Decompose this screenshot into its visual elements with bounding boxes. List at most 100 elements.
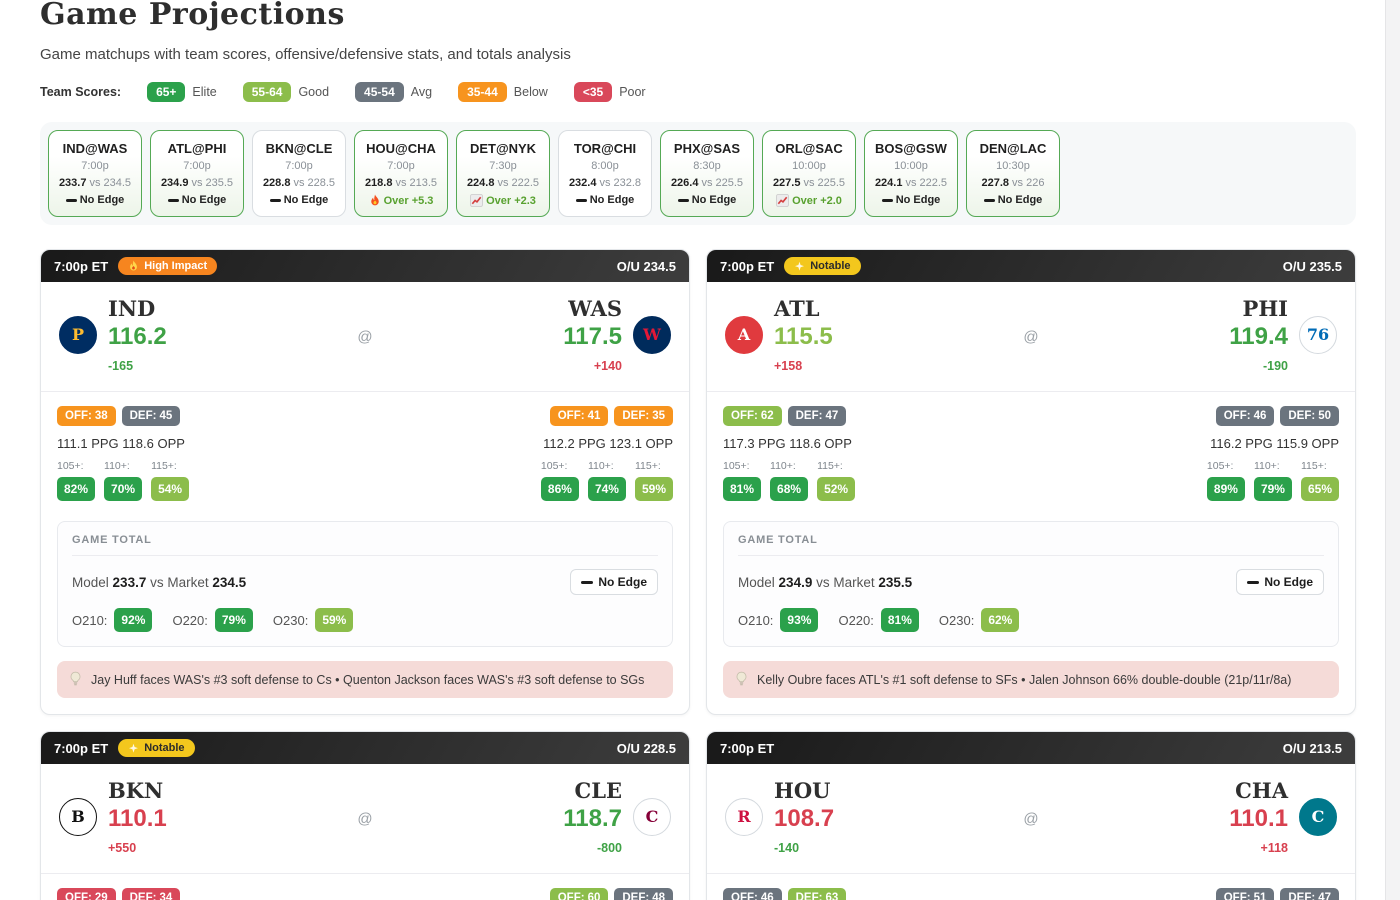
- away-team: R HOU 108.7 -140: [725, 778, 834, 855]
- legend-text: Elite: [192, 85, 217, 99]
- away-moneyline: -140: [774, 841, 800, 855]
- threshold-pct: 65%: [1300, 477, 1339, 501]
- logo-text: 76: [1306, 325, 1330, 344]
- game-chip-det-nyk[interactable]: DET@NYK 7:30p 224.8 vs 222.5 Over +2.3: [456, 130, 550, 217]
- page-title: Game Projections: [40, 0, 345, 32]
- game-chip-orl-sac[interactable]: ORL@SAC 10:00p 227.5 vs 225.5 Over +2.0: [762, 130, 856, 217]
- away-moneyline: +550: [108, 841, 137, 855]
- legend-badge: <35: [573, 82, 613, 102]
- lightbulb-icon: [735, 671, 748, 688]
- home-moneyline: -190: [1262, 359, 1288, 373]
- stats-row: OFF:29 DEF:34 107.7 PPG 114.9 OPP 105+:6…: [41, 874, 689, 900]
- def-rating-badge: DEF: 34: [121, 888, 181, 900]
- threshold-label: 105+:: [723, 460, 750, 472]
- def-rating-badge: DEF: 47: [787, 406, 847, 426]
- game-card-bkn-cle: 7:00p ET Notable O/U 228.5 B BKN 110.1 +…: [40, 731, 690, 900]
- no-edge-badge: No Edge: [1236, 569, 1324, 595]
- threshold-label: 110+:: [770, 460, 796, 472]
- scrollbar[interactable]: [1385, 0, 1400, 900]
- impact-badge: Notable: [784, 257, 861, 275]
- card-header: 7:00p ET High Impact O/U 234.5: [41, 250, 689, 282]
- def-rating-badge: DEF: 45: [121, 406, 181, 426]
- over-prob: O220: 79%: [172, 608, 253, 632]
- def-rating-badge: DEF: 47: [1280, 888, 1339, 900]
- threshold-label: 115+:: [634, 460, 661, 472]
- game-chip-bkn-cle[interactable]: BKN@CLE 7:00p 228.8 vs 228.5 No Edge: [252, 130, 346, 217]
- game-chip-bos-gsw[interactable]: BOS@GSW 10:00p 224.1 vs 222.5 No Edge: [864, 130, 958, 217]
- teams-row: P IND 116.2 -165 @ WAS 117.5 +140 W: [41, 282, 689, 392]
- threshold-pct: 89%: [1206, 477, 1245, 501]
- fire-icon: [369, 194, 381, 207]
- logo-text: B: [71, 807, 85, 826]
- no-edge-dash-icon: [1247, 580, 1260, 584]
- chip-matchup: PHX@SAS: [673, 141, 741, 156]
- legend-item-poor: <35 Poor: [573, 82, 646, 102]
- impact-badge: High Impact: [118, 257, 218, 275]
- away-team: P IND 116.2 -165: [59, 296, 167, 373]
- game-card-atl-phi: 7:00p ET Notable O/U 235.5 A ATL 115.5 +…: [706, 249, 1356, 715]
- at-symbol: @: [357, 328, 373, 345]
- home-team-name: CHA: [1235, 778, 1288, 803]
- game-chip-atl-phi[interactable]: ATL@PHI 7:00p 234.9 vs 235.5 No Edge: [150, 130, 244, 217]
- off-rating-badge: OFF: 46: [723, 888, 782, 900]
- off-rating-badge: OFF: 46: [1215, 406, 1275, 426]
- def-rating-badge: DEF: 50: [1280, 406, 1339, 426]
- away-team-score: 116.2: [108, 323, 167, 350]
- off-rating-badge: OFF: 51: [1215, 888, 1275, 900]
- threshold-pct: 86%: [540, 477, 579, 501]
- threshold-label: 110+:: [104, 460, 130, 472]
- chip-edge: No Edge: [868, 194, 954, 206]
- legend-item-good: 55-64 Good: [242, 82, 329, 102]
- legend-badge: 55-64: [242, 82, 292, 102]
- away-team: B BKN 110.1 +550: [59, 778, 167, 855]
- over-under-label: O/U 228.5: [616, 740, 676, 756]
- home-team: PHI 119.4 -190 76: [1229, 296, 1337, 373]
- home-team-score: 110.1: [1229, 805, 1288, 832]
- game-chip-tor-chi[interactable]: TOR@CHI 8:00p 232.4 vs 232.8 No Edge: [558, 130, 652, 217]
- chip-totals: 218.8 vs 213.5: [364, 177, 438, 189]
- chip-edge-label: No Edge: [691, 194, 737, 206]
- stats-row: OFF: 38 DEF: 45 111.1 PPG 118.6 OPP 105+: 8…: [41, 392, 689, 507]
- game-chip-ind-was[interactable]: IND@WAS 7:00p 233.7 vs 234.5 No Edge: [48, 130, 142, 217]
- off-rating-badge: OFF: 38: [57, 406, 116, 426]
- chip-edge: No Edge: [154, 194, 240, 206]
- lightbulb-icon: [69, 671, 82, 688]
- legend-item-below: 35-44 Below: [458, 82, 548, 102]
- card-header: 7:00p ET Notable O/U 235.5: [707, 250, 1355, 282]
- threshold-label: 110+:: [587, 460, 614, 472]
- insight-note: Jay Huff faces WAS's #3 soft defense to …: [57, 661, 673, 698]
- ppg-line: 116.2 PPG 115.9 OPP: [1210, 436, 1339, 451]
- ppg-line: 112.2 PPG 123.1 OPP: [543, 436, 673, 451]
- threshold-pct: 74%: [587, 477, 626, 501]
- home-team-logo: 76: [1299, 315, 1337, 354]
- home-team-score: 119.4: [1229, 323, 1288, 350]
- threshold-pct: 59%: [634, 477, 673, 501]
- logo-text: C: [645, 807, 659, 826]
- away-team-logo: R: [725, 797, 763, 836]
- fire-icon: [128, 260, 139, 272]
- chip-totals: 227.8 vs 226: [981, 177, 1045, 189]
- game-card-hou-cha: 7:00p ET O/U 213.5 R HOU 108.7 -140: [706, 731, 1356, 900]
- threshold-pct: 54%: [151, 477, 190, 501]
- threshold-pct: 52%: [817, 477, 856, 501]
- chip-totals: 228.8 vs 228.5: [262, 177, 336, 189]
- chip-matchup: HOU@CHA: [366, 141, 436, 156]
- home-team-logo: C: [1299, 797, 1337, 836]
- threshold-pct: 79%: [1253, 477, 1292, 501]
- chip-edge-label: No Edge: [997, 194, 1043, 206]
- chip-edge: Over +2.3: [460, 194, 546, 207]
- sparkles-icon: [128, 743, 139, 754]
- chip-totals: 233.7 vs 234.5: [58, 177, 132, 189]
- over-prob: O220: 81%: [838, 608, 919, 632]
- threshold-label: 105+:: [57, 460, 84, 472]
- away-team-name: IND: [108, 296, 156, 321]
- home-team: CLE 118.7 -800 C: [563, 778, 671, 855]
- logo-text: C: [1311, 807, 1325, 826]
- home-team: WAS 117.5 +140 W: [563, 296, 671, 373]
- def-rating-badge: DEF: 63: [787, 888, 847, 900]
- chip-edge: No Edge: [52, 194, 138, 206]
- game-chip-den-lac[interactable]: DEN@LAC 10:30p 227.8 vs 226 No Edge: [966, 130, 1060, 217]
- game-chip-phx-sas[interactable]: PHX@SAS 8:30p 226.4 vs 225.5 No Edge: [660, 130, 754, 217]
- game-chip-hou-cha[interactable]: HOU@CHA 7:00p 218.8 vs 213.5 Over +5.3: [354, 130, 448, 217]
- teams-row: R HOU 108.7 -140 @ CHA 110.1 +118 C: [707, 764, 1355, 874]
